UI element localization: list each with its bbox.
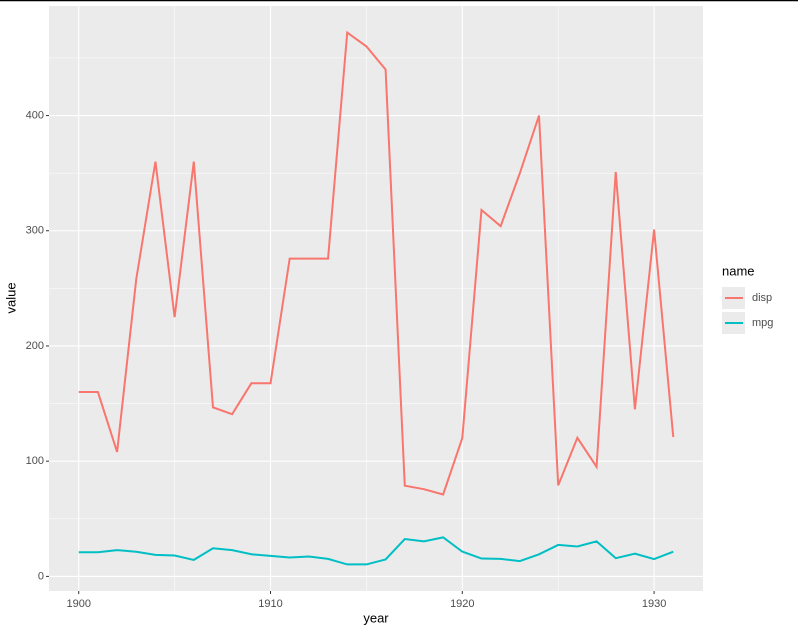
y-tick-label: 400 [26,109,44,121]
x-tick-label: 1920 [450,598,474,610]
panel [49,6,703,591]
y-tick-label: 100 [26,455,44,467]
y-tick-label: 0 [38,570,44,582]
legend-title: name [722,263,755,278]
x-tick-label: 1910 [258,598,282,610]
x-tick-label: 1900 [66,598,90,610]
line [78,536,674,566]
y-axis-title: value [3,282,18,313]
y-tick-label: 200 [26,340,44,352]
line [78,30,675,496]
x-axis-title: year [363,610,389,625]
x-tick-label: 1930 [642,598,666,610]
y-tick-label: 300 [26,225,44,237]
legend-label: disp [752,292,772,304]
legend-label: mpg [752,317,773,329]
